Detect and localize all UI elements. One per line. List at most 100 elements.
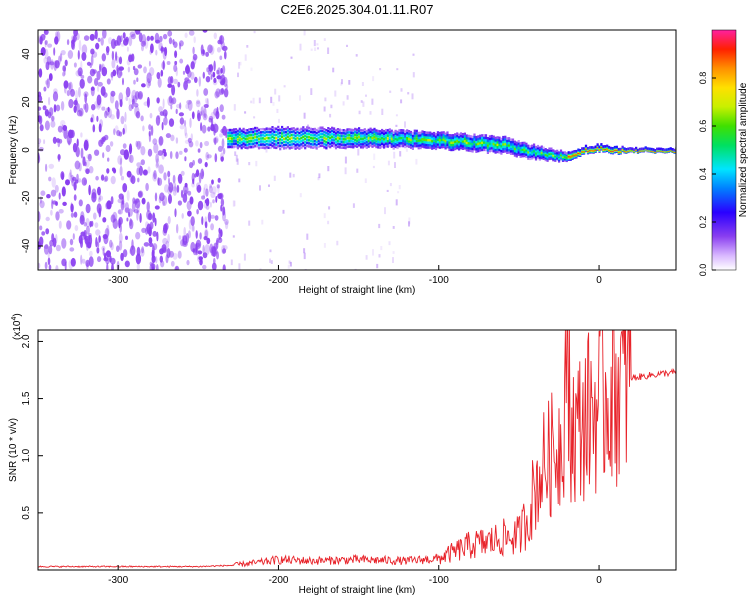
noise-speckle bbox=[204, 229, 208, 239]
ridge-cell bbox=[269, 146, 272, 150]
ridge-cell bbox=[286, 135, 289, 139]
noise-speckle bbox=[85, 168, 90, 175]
ridge-cell bbox=[481, 148, 484, 152]
ridge-cell bbox=[552, 154, 555, 157]
ridge-cell bbox=[365, 138, 368, 141]
noise-speckle bbox=[62, 71, 66, 77]
noise-speckle bbox=[118, 240, 123, 251]
ridge-cell bbox=[319, 138, 322, 142]
ridge-cell bbox=[290, 127, 293, 131]
ridge-cell bbox=[269, 130, 272, 134]
ridge-cell bbox=[365, 143, 368, 147]
noise-speckle bbox=[148, 213, 153, 221]
ridge-cell bbox=[465, 148, 468, 152]
noise-speckle bbox=[179, 117, 185, 125]
noise-speckle bbox=[213, 60, 216, 72]
ridge-cell bbox=[373, 144, 376, 147]
snr-multiplier-close: ) bbox=[12, 313, 23, 316]
ridge-cell bbox=[498, 136, 501, 140]
ridge-cell bbox=[542, 152, 545, 155]
noise-speckle bbox=[128, 143, 133, 155]
ridge-cell bbox=[363, 136, 366, 140]
sparse-speckle bbox=[381, 108, 384, 115]
ridge-cell bbox=[450, 148, 453, 152]
noise-speckle bbox=[57, 125, 63, 133]
ridge-cell bbox=[340, 140, 343, 144]
ridge-cell bbox=[400, 131, 403, 135]
sparse-speckle bbox=[278, 95, 281, 102]
noise-speckle bbox=[155, 256, 158, 264]
ridge-cell bbox=[367, 139, 370, 143]
ridge-cell bbox=[294, 131, 297, 135]
ridge-cell bbox=[509, 150, 513, 153]
sparse-speckle bbox=[407, 92, 410, 95]
ridge-cell bbox=[490, 139, 493, 143]
ridge-cell bbox=[515, 152, 518, 156]
ridge-cell bbox=[392, 136, 395, 140]
noise-speckle bbox=[64, 84, 67, 94]
noise-speckle bbox=[175, 108, 178, 114]
ridge-cell bbox=[533, 149, 536, 153]
ridge-cell bbox=[502, 150, 505, 153]
noise-speckle bbox=[94, 30, 98, 40]
ridge-cell bbox=[429, 143, 432, 147]
noise-speckle bbox=[157, 150, 164, 156]
ridge-cell bbox=[375, 140, 378, 143]
ridge-cell bbox=[409, 141, 413, 144]
ridge-cell bbox=[338, 143, 341, 146]
ridge-cell bbox=[294, 134, 297, 138]
noise-speckle bbox=[131, 201, 136, 213]
ridge-cell bbox=[361, 132, 364, 135]
ridge-cell bbox=[356, 139, 359, 143]
ridge-cell bbox=[277, 144, 280, 148]
noise-speckle bbox=[202, 71, 205, 79]
ridge-cell bbox=[429, 136, 432, 139]
ridge-cell bbox=[306, 138, 309, 142]
ridge-cell bbox=[229, 140, 232, 143]
ridge-cell bbox=[390, 140, 393, 143]
ridge-cell bbox=[359, 137, 363, 141]
ridge-cell bbox=[500, 149, 503, 153]
noise-speckle bbox=[210, 223, 215, 231]
ridge-cell bbox=[358, 127, 361, 130]
ridge-cell bbox=[473, 135, 476, 139]
noise-speckle bbox=[200, 106, 204, 116]
ridge-cell bbox=[306, 126, 309, 129]
noise-speckle bbox=[149, 112, 153, 119]
noise-speckle bbox=[38, 94, 43, 103]
noise-speckle bbox=[186, 64, 190, 72]
ridge-cell bbox=[573, 150, 576, 153]
sparse-speckle bbox=[336, 240, 339, 246]
sparse-speckle bbox=[340, 82, 343, 86]
noise-speckle bbox=[143, 242, 150, 247]
ridge-cell bbox=[279, 138, 282, 141]
noise-speckle bbox=[90, 48, 95, 55]
ridge-cell bbox=[350, 128, 353, 132]
ridge-cell bbox=[288, 128, 291, 131]
ridge-cell bbox=[248, 131, 251, 134]
ridge-cell bbox=[450, 136, 453, 140]
ridge-cell bbox=[248, 128, 251, 131]
ridge-cell bbox=[229, 128, 232, 132]
ridge-cell bbox=[448, 141, 451, 144]
sparse-speckle bbox=[235, 154, 238, 162]
ridge-cell bbox=[431, 147, 434, 150]
noise-speckle bbox=[122, 77, 124, 86]
ridge-cell bbox=[477, 147, 480, 150]
ridge-cell bbox=[309, 139, 313, 143]
ridge-cell bbox=[240, 132, 243, 135]
noise-speckle bbox=[58, 209, 64, 214]
ridge-cell bbox=[275, 143, 278, 146]
ridge-cell bbox=[384, 144, 388, 148]
ridge-cell bbox=[311, 134, 314, 137]
sparse-speckle bbox=[274, 88, 277, 95]
ridge-cell bbox=[559, 152, 563, 155]
noise-speckle bbox=[73, 194, 77, 201]
ridge-cell bbox=[307, 129, 311, 133]
ridge-cell bbox=[544, 153, 547, 156]
ridge-cell bbox=[423, 138, 426, 141]
noise-speckle bbox=[167, 83, 173, 88]
ridge-cell bbox=[496, 136, 499, 139]
ridge-cell bbox=[413, 139, 416, 143]
ridge-cell bbox=[282, 131, 286, 134]
